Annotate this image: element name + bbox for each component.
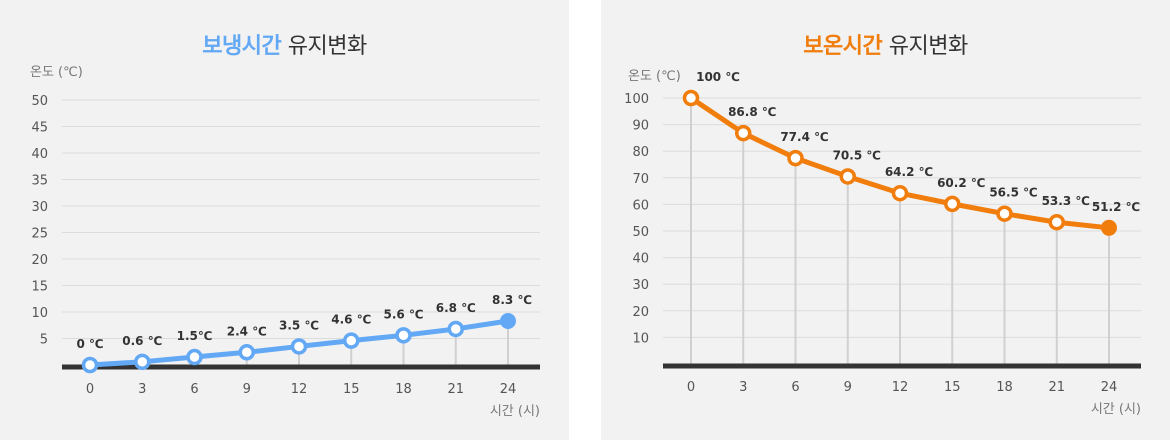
warm-chart-title: 보온시간 유지변화 <box>601 28 1170 60</box>
cold-xtick: 21 <box>447 382 464 397</box>
warm-xtick: 3 <box>739 380 747 395</box>
cold-xtick: 12 <box>291 382 308 397</box>
warm-data-point <box>891 184 909 202</box>
warm-ytick: 90 <box>632 119 649 134</box>
warm-xtick: 18 <box>996 380 1013 395</box>
warm-xtick: 12 <box>892 380 909 395</box>
cold-data-label: 1.5℃ <box>177 329 213 343</box>
warm-chart-svg: 온도 (℃) 10 20 30 40 50 60 70 80 90 100 0 3 6 9 12 15 18 21 2… <box>624 69 1141 417</box>
cold-xtick: 9 <box>243 382 251 397</box>
warm-data-label: 53.3 ℃ <box>1042 194 1090 208</box>
warm-retention-panel: 보온시간 유지변화 온도 (℃) 10 20 30 40 50 60 70 80 90 100 0 3 6… <box>601 0 1170 440</box>
cold-chart-svg: 온도 (℃) 5 10 15 20 25 30 35 40 45 50 0 3 6 9 12 15 18 21 24 시… <box>30 65 540 419</box>
cold-chart-title: 보냉시간 유지변화 <box>0 28 569 60</box>
warm-ytick: 30 <box>632 278 649 293</box>
warm-xtick: 9 <box>844 380 852 395</box>
cold-ytick: 50 <box>31 94 48 109</box>
warm-data-label: 77.4 ℃ <box>780 130 828 144</box>
warm-data-point <box>996 205 1013 222</box>
cold-ytick: 45 <box>31 121 48 136</box>
cold-xtick: 0 <box>86 382 94 397</box>
warm-xlabel: 시간 (시) <box>1091 402 1141 417</box>
warm-data-point <box>1048 213 1065 231</box>
cold-data-point <box>290 338 308 355</box>
warm-ylabel: 온도 (℃) <box>628 69 681 84</box>
warm-data-label: 51.2 ℃ <box>1092 200 1140 214</box>
warm-ytick: 70 <box>632 172 649 187</box>
warm-data-label: 70.5 ℃ <box>833 148 881 162</box>
cold-data-label: 0.6 ℃ <box>122 334 162 348</box>
cold-data-label: 4.6 ℃ <box>331 313 371 327</box>
warm-data-point <box>735 124 752 142</box>
cold-xtick: 15 <box>343 382 360 397</box>
cold-data-label: 8.3 ℃ <box>492 293 532 307</box>
cold-xlabel: 시간 (시) <box>490 404 540 419</box>
warm-ytick: 100 <box>624 92 649 107</box>
cold-data-label: 3.5 ℃ <box>279 318 319 332</box>
cold-ytick: 10 <box>31 306 48 321</box>
cold-data-label: 6.8 ℃ <box>436 301 476 315</box>
cold-ytick: 35 <box>31 174 48 189</box>
cold-data-label: 0 ℃ <box>76 337 103 351</box>
cold-ytick: 20 <box>31 253 48 268</box>
cold-data-point <box>134 353 151 371</box>
cold-ytick: 25 <box>31 227 48 242</box>
cold-title-highlight: 보냉시간 <box>202 34 282 59</box>
warm-data-point <box>944 195 961 213</box>
cold-data-point <box>343 332 360 349</box>
cold-title-rest: 유지변화 <box>287 34 367 59</box>
warm-ytick: 10 <box>632 331 649 346</box>
cold-data-point <box>500 313 516 330</box>
warm-title-highlight: 보온시간 <box>803 34 883 59</box>
warm-data-label: 86.8 ℃ <box>728 105 776 119</box>
cold-data-point <box>238 344 255 361</box>
cold-xtick: 18 <box>395 382 412 397</box>
cold-data-point <box>186 348 203 366</box>
cold-ytick: 5 <box>40 333 48 348</box>
warm-ytick: 50 <box>632 225 649 240</box>
warm-data-point <box>787 149 804 167</box>
warm-data-label: 60.2 ℃ <box>937 176 985 190</box>
cold-xtick: 6 <box>190 382 198 397</box>
warm-xtick: 15 <box>944 380 961 395</box>
warm-title-rest: 유지변화 <box>888 34 968 59</box>
cold-data-point <box>81 356 99 374</box>
cold-ylabel: 온도 (℃) <box>30 65 83 80</box>
warm-xtick: 0 <box>687 380 695 395</box>
warm-ytick: 40 <box>632 252 649 267</box>
warm-ytick: 20 <box>632 305 649 320</box>
warm-data-label: 56.5 ℃ <box>989 186 1037 200</box>
warm-data-label: 100 ℃ <box>696 70 740 84</box>
cold-ytick: 15 <box>31 280 48 295</box>
cold-data-label: 2.4 ℃ <box>227 324 267 338</box>
warm-ytick: 80 <box>632 145 649 160</box>
cold-data-label: 5.6 ℃ <box>384 307 424 321</box>
cold-ytick: 30 <box>31 200 48 215</box>
cold-x-axis <box>62 364 540 370</box>
cold-ytick: 40 <box>31 147 48 162</box>
warm-x-axis <box>663 363 1141 369</box>
warm-xtick: 24 <box>1101 380 1118 395</box>
warm-data-point <box>682 89 700 107</box>
cold-retention-panel: 보냉시간 유지변화 온도 (℃) 5 10 15 20 25 30 35 40 45 50 0 3 6 9 1… <box>0 0 569 440</box>
cold-xtick: 24 <box>500 382 517 397</box>
cold-data-point <box>395 327 412 344</box>
warm-data-point <box>839 168 856 185</box>
cold-data-point <box>447 320 464 338</box>
warm-data-point <box>1101 219 1117 236</box>
warm-ytick: 60 <box>632 198 649 213</box>
warm-data-label: 64.2 ℃ <box>885 165 933 179</box>
warm-xtick: 21 <box>1048 380 1065 395</box>
warm-xtick: 6 <box>791 380 799 395</box>
cold-xtick: 3 <box>138 382 146 397</box>
